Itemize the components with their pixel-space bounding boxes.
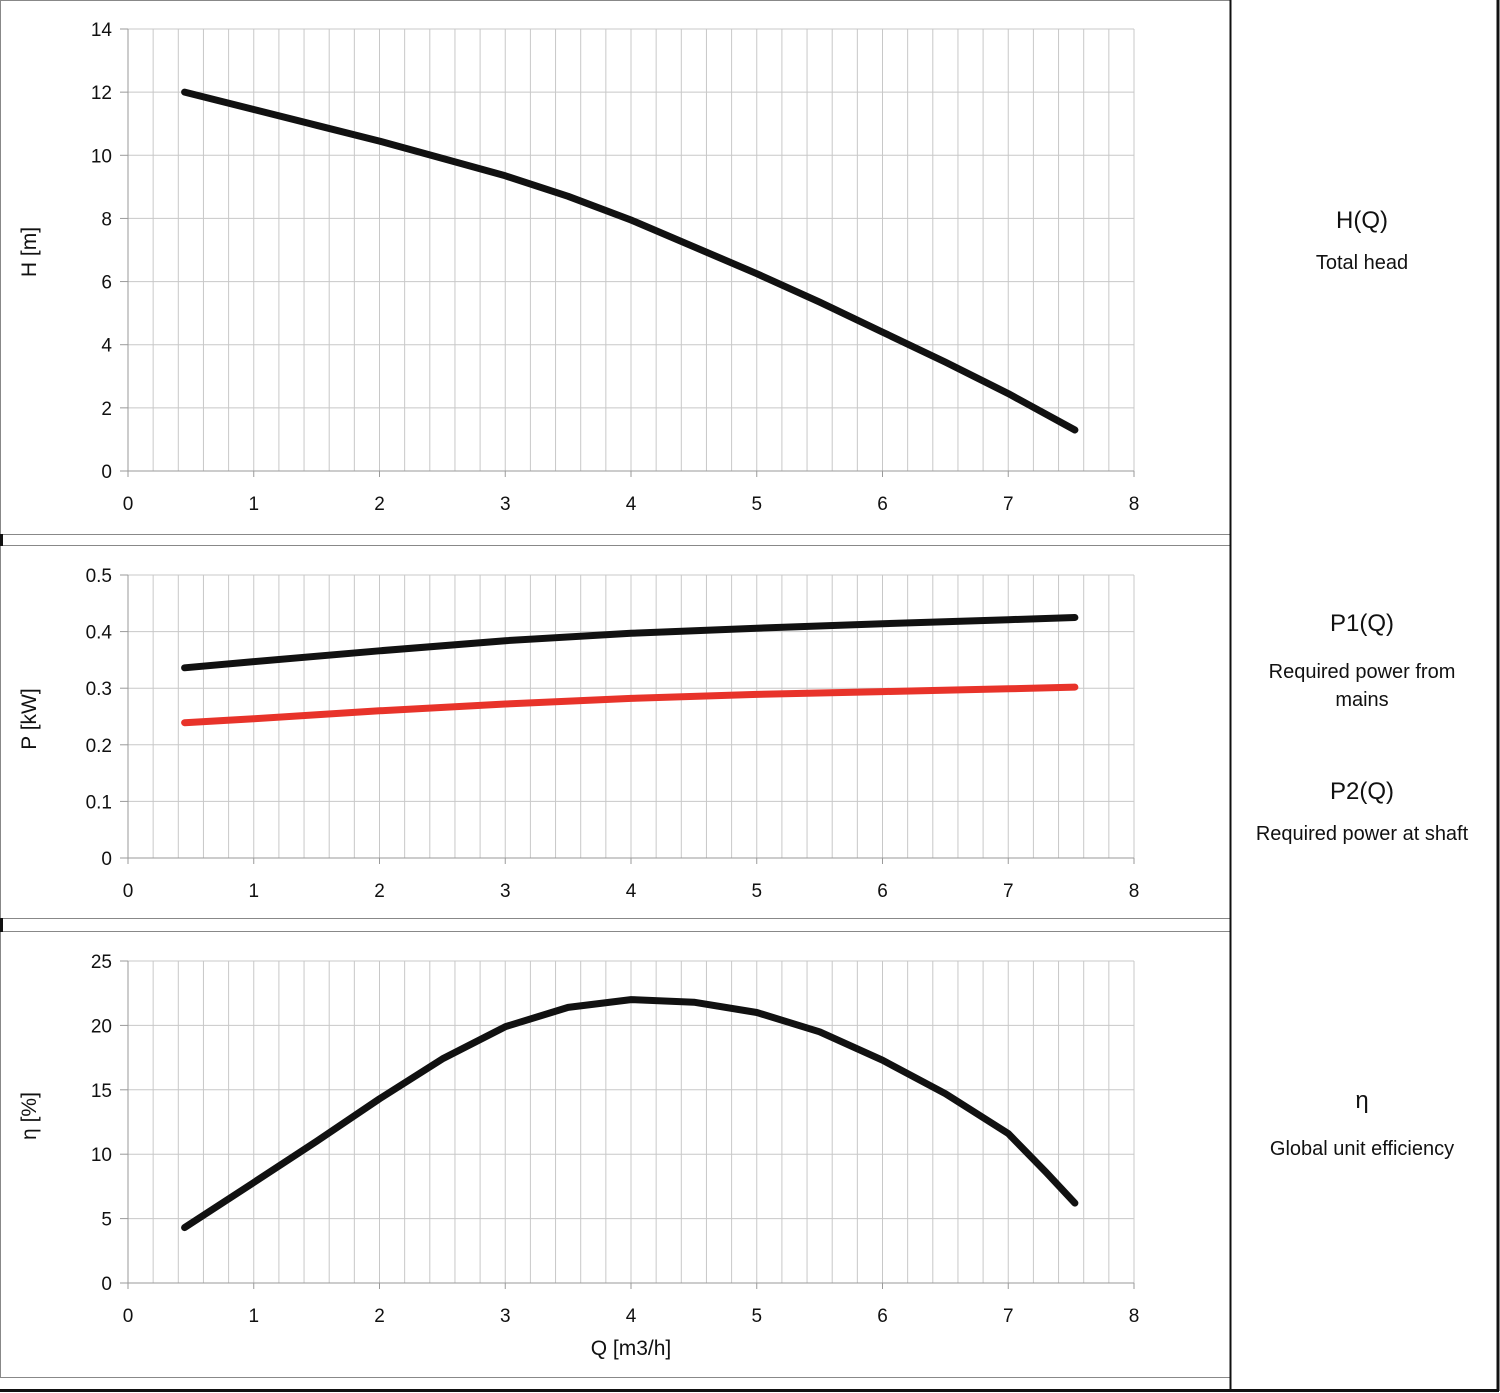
x-tick-label: 4 [626,1306,637,1327]
power-chart: 0 0.1 0.2 0.3 0.4 0.5 0 1 2 3 4 5 6 7 8 P [kW] [18,566,1139,902]
legend-title: η [1355,1087,1368,1114]
x-tick-label: 7 [1003,1306,1014,1327]
grid [128,28,1135,472]
x-tick-label: 0 [123,1306,134,1327]
legend-entry: η Global unit efficiency [1270,1087,1454,1160]
x-tick-label: 1 [248,1306,259,1327]
power-panel-frame [0,545,1231,919]
legend-description: Global unit efficiency [1270,1138,1454,1160]
head-panel-frame [0,0,1231,535]
series-line [181,683,1079,727]
y-axis-label: P [kW] [18,688,41,749]
y-tick-label: 25 [91,952,112,973]
y-tick-label: 14 [91,20,113,41]
x-tick-label: 7 [1003,494,1014,515]
x-tick-label: 2 [374,1306,385,1327]
legend-entry: P2(Q) Required power at shaft [1256,778,1469,845]
x-tick-label: 3 [500,1306,511,1327]
y-axis-label: H [m] [18,227,41,277]
legend-area: H(Q) Total head P1(Q) Required power from ma… [1256,207,1469,1160]
legend-entry: H(Q) Total head [1316,207,1408,274]
x-tick-label: 3 [500,881,511,902]
y-tick-label: 0.4 [86,623,113,644]
x-tick-label: 5 [751,881,762,902]
legend-description: Required power from [1269,661,1456,683]
x-tick-label: 2 [374,494,385,515]
y-tick-label: 12 [91,83,112,104]
x-tick-label: 1 [248,494,259,515]
legend-title: H(Q) [1336,207,1388,234]
x-tick-label: 8 [1129,1306,1140,1327]
y-tick-label: 0.1 [86,792,112,813]
y-tick-label: 4 [101,336,112,357]
x-tick-label: 6 [877,494,888,515]
y-tick-label: 5 [101,1210,112,1231]
legend-title: P2(Q) [1330,778,1394,805]
series-line [181,996,1079,1232]
grid [128,960,1135,1284]
y-tick-label: 0.5 [86,566,112,587]
x-axis-label: Q [m3/h] [591,1337,672,1360]
y-tick-label: 15 [91,1081,112,1102]
y-axis-label: η [%] [18,1092,41,1140]
y-tick-label: 0 [101,462,112,483]
x-tick-label: 2 [374,881,385,902]
legend-description: Total head [1316,252,1408,274]
x-tick-label: 5 [751,1306,762,1327]
x-tick-label: 3 [500,494,511,515]
y-tick-label: 0.3 [86,679,112,700]
x-tick-label: 5 [751,494,762,515]
y-tick-label: 10 [91,146,112,167]
legend-title: P1(Q) [1330,610,1394,637]
x-tick-label: 0 [123,494,134,515]
x-tick-label: 6 [877,1306,888,1327]
x-tick-label: 8 [1129,494,1140,515]
y-tick-label: 0.2 [86,736,112,757]
y-tick-label: 0 [101,849,112,870]
x-tick-label: 4 [626,881,637,902]
legend-entry: P1(Q) Required power from mains [1269,610,1456,711]
y-tick-label: 10 [91,1145,112,1166]
y-tick-label: 0 [101,1274,112,1295]
legend-description: Required power at shaft [1256,823,1469,845]
x-tick-label: 0 [123,881,134,902]
y-tick-label: 2 [101,399,112,420]
y-tick-label: 8 [101,209,112,230]
efficiency-chart: 0 5 10 15 20 25 0 1 2 3 4 5 6 7 8 η [%] Q [m3/h] [18,952,1139,1360]
x-tick-label: 7 [1003,881,1014,902]
y-tick-label: 20 [91,1016,112,1037]
x-tick-label: 4 [626,494,637,515]
legend-description: mains [1335,689,1388,711]
x-tick-label: 6 [877,881,888,902]
y-tick-label: 6 [101,273,112,294]
series-line [181,614,1079,672]
x-tick-label: 8 [1129,881,1140,902]
series-line [181,88,1079,434]
x-tick-label: 1 [248,881,259,902]
